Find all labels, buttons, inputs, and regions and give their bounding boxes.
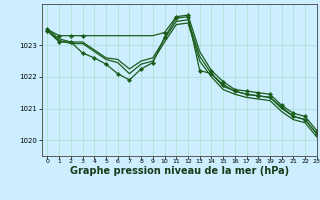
X-axis label: Graphe pression niveau de la mer (hPa): Graphe pression niveau de la mer (hPa) xyxy=(70,166,289,176)
